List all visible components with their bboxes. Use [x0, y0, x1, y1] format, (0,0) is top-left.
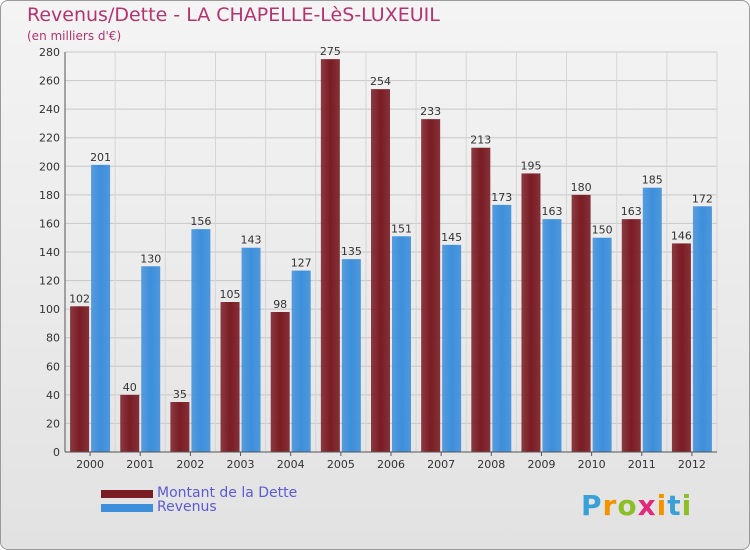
y-tick-label: 260: [39, 75, 60, 88]
x-tick-label: 2005: [327, 458, 355, 471]
data-label-revenus: 173: [491, 191, 512, 204]
data-label-dette: 146: [671, 229, 692, 242]
y-tick-label: 220: [39, 132, 60, 145]
y-tick-label: 40: [46, 389, 60, 402]
x-tick-label: 2009: [527, 458, 555, 471]
y-tick-label: 280: [39, 46, 60, 59]
logo-letter: P: [581, 489, 603, 522]
bar-revenus: [141, 266, 161, 452]
legend-label-revenus: Revenus: [157, 499, 217, 515]
data-label-revenus: 185: [642, 174, 663, 187]
bar-revenus: [492, 204, 512, 452]
legend-swatch-revenus: [101, 504, 153, 512]
data-label-revenus: 127: [291, 257, 312, 270]
bar-revenus: [291, 270, 311, 452]
data-label-revenus: 143: [241, 234, 262, 247]
bar-dette: [70, 306, 90, 452]
data-label-revenus: 150: [592, 224, 613, 237]
logo-letter: r: [602, 489, 618, 522]
data-label-dette: 40: [123, 381, 137, 394]
y-tick-label: 140: [39, 246, 60, 259]
y-tick-label: 200: [39, 160, 60, 173]
bars: 102 201 40 130 35 156 105 143 98 127 275 135 254 151 2…: [69, 45, 713, 453]
logo-letter: i: [681, 489, 693, 522]
bar-dette: [220, 302, 240, 452]
x-tick-label: 2000: [76, 458, 104, 471]
y-tick-label: 160: [39, 217, 60, 230]
data-label-revenus: 151: [391, 222, 412, 235]
axes: 0 20 40 60 80 100 120 140 160 180 200 220 240 260 280 2…: [39, 46, 717, 471]
chart-title: Revenus/Dette - LA CHAPELLE-LèS-LUXEUIL: [27, 4, 440, 26]
bar-dette: [270, 312, 290, 452]
grid-lines: [64, 51, 718, 453]
data-label-revenus: 135: [341, 245, 362, 258]
bar-revenus: [241, 247, 261, 452]
logo-letter: o: [617, 489, 638, 522]
x-tick-label: 2012: [678, 458, 706, 471]
bar-dette: [471, 147, 491, 452]
x-tick-label: 2007: [427, 458, 455, 471]
data-label-dette: 105: [220, 288, 241, 301]
data-label-revenus: 172: [692, 192, 713, 205]
proxiti-logo: Proxiti: [581, 489, 692, 522]
x-tick-label: 2004: [277, 458, 305, 471]
data-label-dette: 35: [173, 388, 187, 401]
data-label-revenus: 201: [90, 151, 111, 164]
x-tick-label: 2006: [377, 458, 405, 471]
bar-revenus: [692, 206, 712, 452]
x-tick-label: 2010: [578, 458, 606, 471]
data-label-revenus: 145: [441, 231, 462, 244]
data-label-revenus: 156: [190, 215, 211, 228]
data-label-dette: 180: [571, 181, 592, 194]
bar-revenus: [191, 229, 211, 452]
bar-revenus: [592, 237, 612, 452]
x-tick-label: 2003: [227, 458, 255, 471]
data-label-dette: 213: [470, 134, 491, 147]
bar-revenus: [341, 259, 361, 452]
x-tick-label: 2008: [477, 458, 505, 471]
bar-revenus: [542, 219, 562, 452]
legend-swatch-dette: [101, 490, 153, 498]
logo-letter: x: [637, 489, 657, 522]
data-label-dette: 163: [621, 205, 642, 218]
data-label-dette: 195: [520, 159, 541, 172]
x-tick-label: 2011: [628, 458, 656, 471]
y-tick-label: 20: [46, 417, 60, 430]
bar-dette: [371, 89, 390, 453]
bar-dette: [571, 194, 591, 452]
bar-revenus: [91, 164, 111, 452]
bar-dette: [621, 219, 641, 452]
bar-revenus: [642, 187, 662, 452]
x-tick-label: 2001: [126, 458, 154, 471]
bar-dette: [170, 402, 190, 452]
data-label-dette: 233: [420, 105, 441, 118]
data-label-dette: 102: [69, 292, 90, 305]
bar-dette: [421, 119, 441, 453]
data-label-dette: 254: [370, 75, 391, 88]
chart-subtitle: (en milliers d'€): [27, 29, 122, 43]
y-tick-label: 120: [39, 275, 60, 288]
bar-dette: [521, 173, 541, 452]
data-label-revenus: 130: [140, 252, 161, 265]
legend-label-dette: Montant de la Dette: [157, 485, 298, 501]
bar-dette: [671, 243, 691, 452]
y-tick-label: 240: [39, 103, 60, 116]
data-label-dette: 275: [320, 45, 341, 58]
y-tick-label: 0: [53, 446, 60, 459]
y-tick-label: 100: [39, 303, 60, 316]
bar-dette: [320, 59, 340, 453]
logo-letter: i: [656, 489, 668, 522]
bar-revenus: [392, 236, 411, 452]
data-label-revenus: 163: [541, 205, 562, 218]
y-tick-label: 60: [46, 360, 60, 373]
bar-revenus: [442, 244, 462, 452]
y-tick-label: 80: [46, 332, 60, 345]
data-label-dette: 98: [273, 298, 287, 311]
logo-letter: t: [667, 489, 682, 522]
y-tick-label: 180: [39, 189, 60, 202]
x-tick-label: 2002: [176, 458, 204, 471]
bar-dette: [120, 394, 140, 452]
